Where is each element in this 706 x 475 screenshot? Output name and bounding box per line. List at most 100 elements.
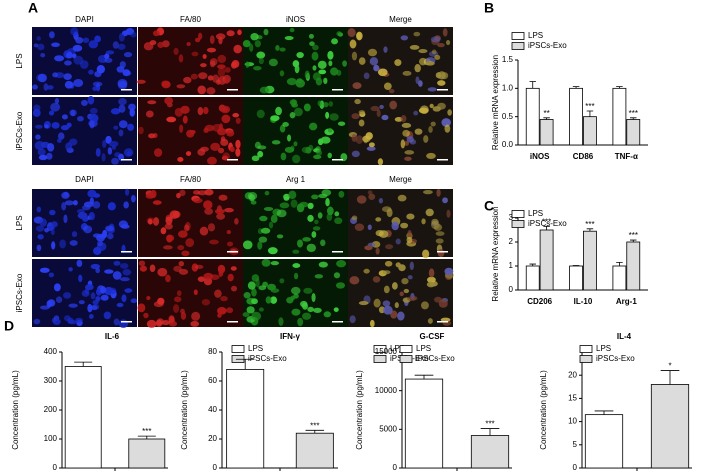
error-bar — [137, 435, 156, 439]
cell — [72, 200, 78, 206]
cell — [441, 118, 451, 127]
cell — [242, 39, 251, 48]
cell — [427, 87, 437, 92]
cell — [280, 152, 287, 161]
cell — [437, 80, 446, 86]
cell — [77, 115, 84, 122]
cell — [290, 295, 296, 301]
scale-bar — [332, 89, 343, 91]
error-bar — [543, 226, 550, 230]
cell — [146, 296, 151, 301]
cell — [309, 122, 318, 131]
cell — [258, 307, 264, 312]
cell — [279, 124, 286, 133]
cell — [190, 320, 200, 327]
cell — [279, 202, 290, 209]
cell — [149, 40, 157, 46]
cell — [444, 124, 451, 133]
cell — [351, 51, 358, 61]
cell — [377, 158, 384, 166]
cell — [318, 69, 327, 75]
cell — [250, 200, 257, 205]
x-tick-label: TNF-α — [615, 152, 638, 161]
chart-title: IL-4 — [617, 332, 632, 341]
cell — [279, 47, 286, 52]
cell — [217, 64, 226, 69]
cell — [157, 297, 165, 305]
x-tick-label: iNOS — [530, 152, 550, 161]
cell — [270, 214, 278, 224]
cell — [248, 194, 255, 202]
cell — [191, 51, 199, 57]
cell — [434, 54, 441, 60]
error-bar — [586, 228, 594, 232]
cell — [73, 55, 84, 65]
cell — [87, 189, 97, 198]
cell — [234, 218, 239, 225]
cell — [36, 244, 42, 252]
cell — [409, 261, 415, 271]
cell — [209, 35, 215, 44]
cell — [95, 296, 101, 302]
cell — [51, 241, 56, 250]
cell — [118, 319, 129, 329]
scale-bar — [121, 251, 132, 253]
cell — [201, 298, 211, 306]
cell — [437, 249, 445, 257]
cell — [442, 197, 448, 204]
cell — [270, 260, 280, 266]
cell — [375, 229, 384, 237]
error-bar — [235, 358, 255, 370]
bar — [650, 384, 690, 469]
cell — [51, 42, 60, 48]
cell — [81, 290, 90, 297]
cell — [125, 188, 130, 196]
cell — [69, 240, 78, 246]
cell — [428, 268, 435, 278]
cell — [92, 86, 98, 91]
bar — [539, 119, 554, 146]
cell — [183, 76, 192, 84]
micrograph — [348, 97, 453, 166]
micrograph — [138, 189, 243, 257]
legend-label: LPS — [528, 209, 543, 218]
y-tick-label: 300 — [44, 376, 58, 385]
cell — [50, 102, 61, 112]
cell — [157, 41, 164, 49]
x-tick-label: Arg-1 — [616, 297, 637, 306]
error-bar — [414, 374, 434, 380]
cell — [138, 126, 144, 135]
cell — [48, 110, 55, 116]
cell — [257, 145, 267, 150]
column-label: DAPI — [75, 15, 94, 24]
scale-bar — [227, 89, 238, 91]
cell — [124, 288, 133, 293]
cell — [307, 214, 314, 222]
cell — [78, 300, 85, 305]
cell — [436, 188, 441, 197]
cell — [36, 206, 42, 213]
cell — [179, 189, 186, 197]
cell — [302, 312, 312, 320]
cell — [395, 238, 401, 245]
cell — [161, 319, 170, 326]
cell — [107, 202, 116, 211]
cell — [161, 80, 171, 89]
cell — [218, 269, 224, 277]
bar — [569, 87, 583, 146]
cell — [88, 40, 99, 49]
cell — [37, 73, 47, 83]
cell — [400, 222, 409, 229]
significance: *** — [485, 420, 494, 429]
cell — [130, 194, 136, 203]
cell — [398, 264, 406, 272]
cell — [147, 100, 157, 105]
cell — [383, 305, 393, 315]
cell — [307, 306, 314, 312]
y-tick-label: 0 — [393, 463, 398, 472]
cell — [220, 136, 226, 142]
cell — [44, 228, 49, 233]
cell — [306, 243, 317, 253]
cell — [256, 51, 266, 59]
cell — [139, 265, 148, 272]
